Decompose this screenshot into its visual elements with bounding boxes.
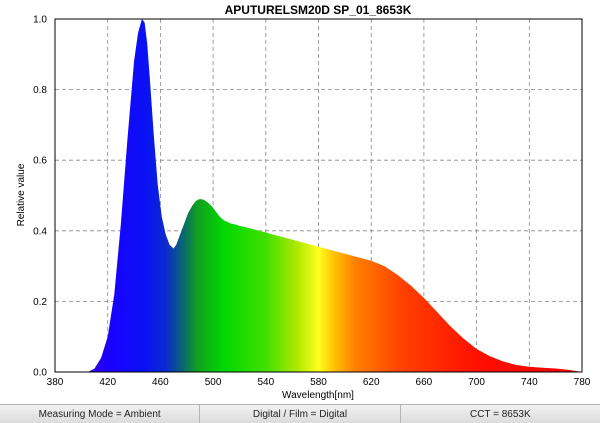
x-tick-label: 700 bbox=[468, 377, 485, 388]
y-tick-label: 0.2 bbox=[33, 297, 47, 308]
x-tick-label: 460 bbox=[152, 377, 169, 388]
measuring-mode-status: Measuring Mode = Ambient bbox=[0, 405, 201, 423]
x-axis-label: Wavelength[nm] bbox=[282, 390, 354, 401]
x-tick-label: 740 bbox=[521, 377, 538, 388]
digital-film-status: Digital / Film = Digital bbox=[200, 405, 401, 423]
y-tick-label: 0.0 bbox=[33, 368, 47, 379]
y-tick-labels: 0.0 0.2 0.4 0.6 0.8 1.0 bbox=[33, 15, 47, 379]
y-tick-label: 0.8 bbox=[33, 85, 47, 96]
x-tick-label: 420 bbox=[99, 377, 116, 388]
x-tick-label: 500 bbox=[205, 377, 222, 388]
x-tick-label: 540 bbox=[257, 377, 274, 388]
spectrum-area bbox=[87, 19, 582, 372]
y-tick-label: 0.4 bbox=[33, 226, 47, 237]
y-axis-label: Relative value bbox=[16, 163, 27, 226]
x-tick-label: 660 bbox=[416, 377, 433, 388]
x-tick-label: 380 bbox=[47, 377, 64, 388]
chart-title: APUTURELSM20D SP_01_8653K bbox=[225, 3, 412, 17]
plot-frame bbox=[54, 18, 583, 373]
x-tick-label: 620 bbox=[363, 377, 380, 388]
spectrum-chart: APUTURELSM20D SP_01_8653K 380 420 460 500 54… bbox=[16, 3, 591, 401]
status-bar: Measuring Mode = Ambient Digital / Film … bbox=[0, 404, 600, 423]
cct-status: CCT = 8653K bbox=[400, 405, 600, 423]
x-tick-labels: 380 420 460 500 540 580 620 660 700 740 780 bbox=[47, 377, 591, 388]
y-tick-label: 0.6 bbox=[33, 156, 47, 167]
x-tick-label: 580 bbox=[310, 377, 327, 388]
x-tick-label: 780 bbox=[574, 377, 591, 388]
y-tick-label: 1.0 bbox=[33, 15, 47, 26]
